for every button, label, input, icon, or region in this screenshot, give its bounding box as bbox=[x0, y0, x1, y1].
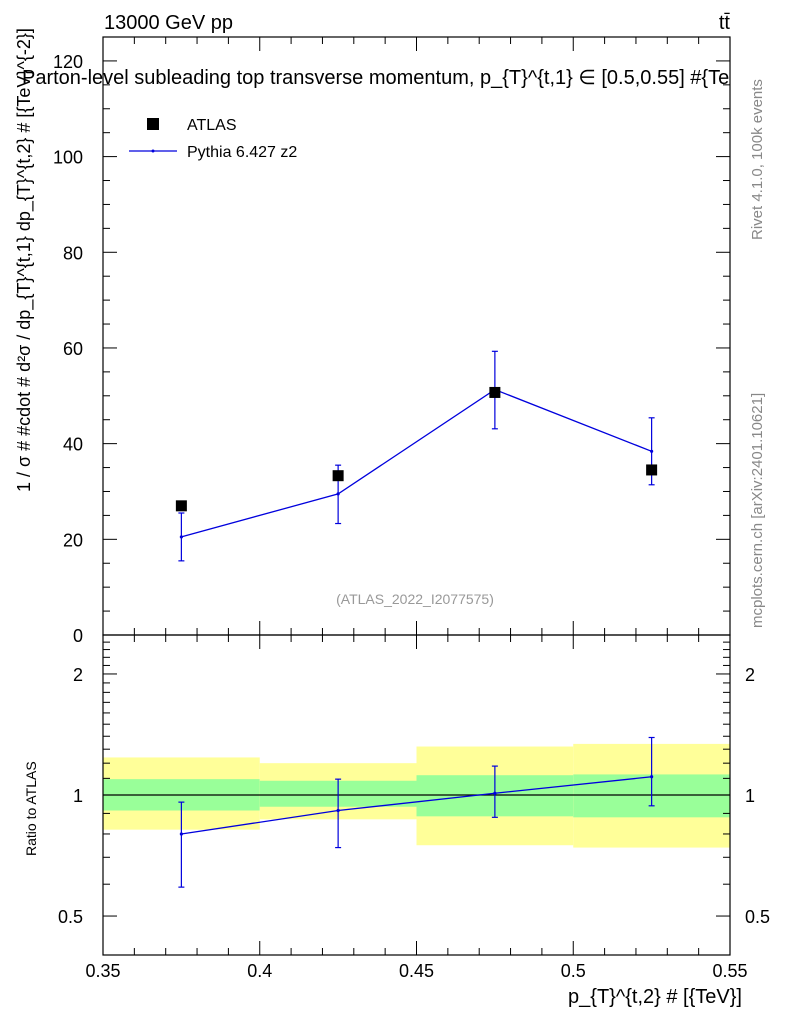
main-y-tick-label: 20 bbox=[63, 530, 83, 550]
atlas-point bbox=[175, 500, 187, 512]
ratio-y-axis-ticks: 0.5 0.5 1 1 2 2 bbox=[58, 641, 770, 956]
x-tick-label: 0.45 bbox=[399, 961, 434, 981]
pythia-point bbox=[179, 535, 183, 539]
mcplots-label: mcplots.cern.ch [arXiv:2401.10621] bbox=[749, 393, 766, 628]
pythia-ratio-line bbox=[181, 776, 652, 835]
legend-atlas-marker bbox=[147, 118, 159, 130]
main-y-tick-label: 40 bbox=[63, 435, 83, 455]
pythia-point bbox=[336, 492, 340, 496]
main-y-axis-label: 1 / σ # #cdot # d²σ / dp_{T}^{t,1} dp_{T… bbox=[14, 28, 35, 492]
process-label: tt̄ bbox=[719, 12, 731, 34]
pythia-ratio-point bbox=[179, 832, 183, 836]
analysis-watermark: (ATLAS_2022_I2077575) bbox=[336, 591, 494, 607]
pythia-line bbox=[181, 388, 652, 538]
pythia-ratio-point bbox=[650, 775, 654, 779]
main-y-tick-label: 120 bbox=[53, 52, 83, 72]
pythia-point bbox=[650, 449, 654, 453]
atlas-point bbox=[646, 464, 658, 476]
ratio-y-tick-label-left: 2 bbox=[73, 665, 83, 685]
main-y-tick-label: 60 bbox=[63, 339, 83, 359]
main-y-tick-label: 0 bbox=[73, 626, 83, 646]
main-y-tick-label: 80 bbox=[63, 243, 83, 263]
ratio-y-tick-label-left: 1 bbox=[73, 786, 83, 806]
ratio-y-tick-label-left: 0.5 bbox=[58, 907, 83, 927]
ratio-series bbox=[103, 736, 730, 888]
pythia-ratio-point bbox=[493, 791, 497, 795]
ratio-y-tick-label-right: 0.5 bbox=[745, 907, 770, 927]
main-y-axis-ticks: 0 20 40 60 80 100 120 bbox=[53, 36, 730, 646]
rivet-version-label: Rivet 4.1.0, 100k events bbox=[749, 79, 766, 240]
main-y-tick-label: 100 bbox=[53, 148, 83, 168]
x-tick-label: 0.55 bbox=[712, 961, 747, 981]
legend-pythia-marker bbox=[151, 149, 155, 153]
energy-label: 13000 GeV pp bbox=[104, 12, 233, 34]
x-tick-label: 0.4 bbox=[247, 961, 272, 981]
atlas-point bbox=[332, 470, 344, 482]
x-axis-ticks: 0.35 0.4 0.45 0.5 0.55 bbox=[85, 37, 748, 981]
ratio-y-tick-label-right: 2 bbox=[745, 665, 755, 685]
pythia-ratio-point bbox=[336, 808, 340, 813]
x-axis-label: p_{T}^{t,2} # [{TeV}] bbox=[568, 986, 742, 1008]
x-tick-label: 0.35 bbox=[85, 961, 120, 981]
x-tick-label: 0.5 bbox=[561, 961, 586, 981]
ratio-y-tick-label-right: 1 bbox=[745, 786, 755, 806]
plot-title: Parton-level subleading top transverse m… bbox=[22, 67, 729, 89]
legend-pythia-label: Pythia 6.427 z2 bbox=[187, 144, 297, 161]
legend: ATLAS Pythia 6.427 z2 bbox=[129, 117, 297, 161]
main-series bbox=[175, 350, 658, 562]
ratio-y-axis-label: Ratio to ATLAS bbox=[23, 761, 39, 856]
legend-atlas-label: ATLAS bbox=[187, 117, 237, 134]
atlas-point bbox=[489, 386, 501, 398]
